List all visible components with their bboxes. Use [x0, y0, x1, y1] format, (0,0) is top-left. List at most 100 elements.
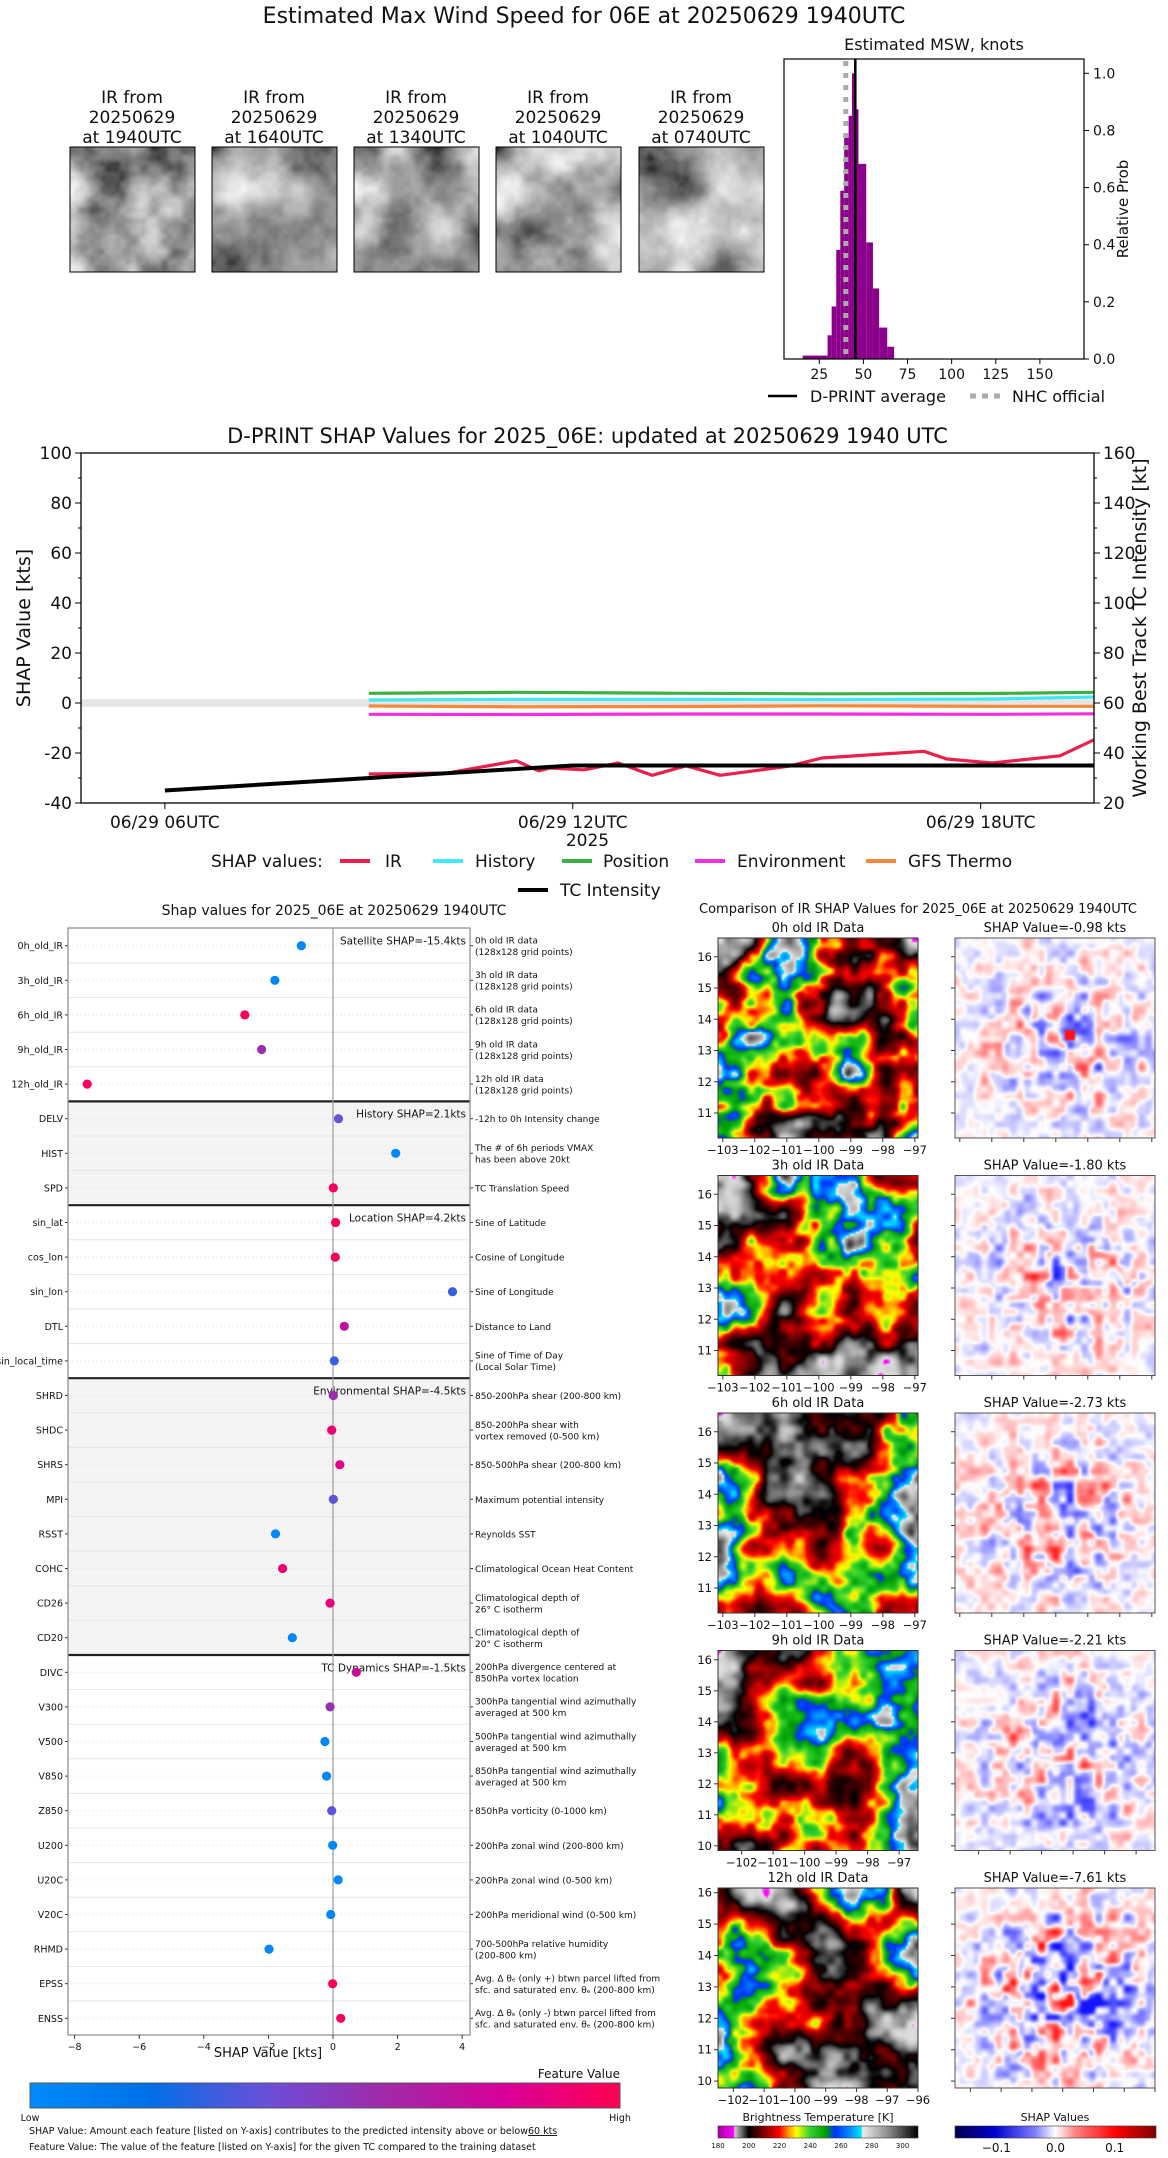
group-shap-annotation: Environmental SHAP=-4.5kts — [313, 1386, 466, 1398]
feature-description: (128x128 grid points) — [475, 1017, 573, 1027]
feature-value-colorbar — [29, 2082, 621, 2109]
feature-label: DTL — [45, 1322, 64, 1333]
shap-map-4 — [955, 1888, 1155, 2088]
thumb-line: at 1640UTC — [224, 128, 324, 148]
histogram-bar — [836, 249, 841, 359]
ir-panel-title: 6h old IR Data — [772, 1396, 865, 1411]
feature-description: (128x128 grid points) — [475, 1086, 573, 1096]
x-tick-label: −99 — [824, 1856, 848, 1870]
footer-feature-definition: Feature Value: The value of the feature … — [29, 2142, 536, 2153]
feature-label: 12h_old_IR — [12, 1080, 64, 1091]
shap-dot-cos_lon — [330, 1252, 340, 1262]
y-tick-label: 100 — [40, 444, 72, 464]
feature-description: vortex removed (0-500 km) — [475, 1432, 599, 1442]
x-tick-label: −99 — [839, 1143, 863, 1157]
feature-description: averaged at 500 km — [475, 1744, 566, 1754]
series-line-position — [368, 690, 1095, 696]
feature-description: 850-200hPa shear (200-800 km) — [475, 1392, 621, 1402]
y-axis-label: SHAP Value [kts] — [13, 549, 35, 707]
x-tick-label: −103 — [707, 1143, 739, 1157]
shap-dot-DELV — [333, 1114, 344, 1124]
feature-description: 500hPa tangential wind azimuthally — [475, 1732, 637, 1742]
y-right-tick-label: 100 — [1103, 594, 1135, 614]
feature-description: averaged at 500 km — [475, 1778, 566, 1788]
shap-dot-V500 — [320, 1736, 330, 1747]
feature-description: sfc. and saturated env. θₑ (200-800 km) — [475, 2021, 655, 2031]
feature-description: 9h old IR data — [475, 1040, 538, 1050]
feature-description: The # of 6h periods VMAX — [474, 1144, 593, 1154]
y-tick-label: 12 — [697, 1312, 712, 1326]
ir-image-frame — [717, 937, 919, 1139]
feature-description: Sine of Longitude — [475, 1288, 554, 1298]
ir-image-2 — [718, 1413, 918, 1613]
shap-tick-label: −0.1 — [982, 2141, 1011, 2155]
ir-thumbnail-image — [639, 147, 764, 272]
legend-average-label: D-PRINT average — [810, 387, 946, 406]
histogram-bar — [831, 306, 837, 359]
x-tick-label: −103 — [707, 1618, 739, 1632]
shap-dot-V300 — [325, 1702, 335, 1712]
histogram-bar — [879, 327, 888, 359]
y-right-tick-label: 40 — [1103, 744, 1125, 764]
y-tick-label: 14 — [697, 1012, 712, 1026]
y-tick-label: 12 — [697, 1075, 712, 1089]
timeline-title: D-PRINT SHAP Values for 2025_06E: update… — [227, 424, 948, 449]
shap-dot-U200 — [328, 1840, 338, 1850]
group-shap-annotation: Location SHAP=4.2kts — [349, 1213, 466, 1225]
thumbnail-label-2: IR from 20250629 at 1340UTC — [346, 88, 486, 148]
y-tick-label: 15 — [697, 1219, 712, 1233]
shap-values-colorbar — [954, 2125, 1157, 2139]
y-tick-label: 80 — [50, 494, 72, 514]
x-tick-label: −100 — [803, 1143, 835, 1157]
bt-tick-label: 240 — [804, 2142, 817, 2150]
y-right-tick-label: 60 — [1103, 694, 1125, 714]
feature-label: V850 — [38, 1772, 63, 1783]
feature-description: has been above 20kt — [475, 1156, 570, 1166]
y-tick-label: 13 — [697, 1281, 712, 1295]
feature-description: 6h old IR data — [475, 1006, 538, 1016]
feature-description: Sine of Latitude — [475, 1219, 546, 1229]
x-tick-label: 2 — [395, 2042, 401, 2053]
feature-label: U200 — [38, 1841, 63, 1852]
feature-label: sin_lat — [32, 1218, 63, 1229]
bt-tick-label: 220 — [773, 2142, 786, 2150]
y-tick-label: 11 — [697, 1344, 712, 1358]
feature-description: 20° C isotherm — [475, 1640, 543, 1650]
feature-description: Avg. Δ θₑ (only +) btwn parcel lifted fr… — [475, 1974, 660, 1984]
x-tick-label: −102 — [739, 1143, 771, 1157]
feature-description: 3h old IR data — [475, 971, 538, 981]
x-tick-label: −98 — [871, 1618, 895, 1632]
feature-description: Reynolds SST — [475, 1530, 536, 1540]
feature-description: (200-800 km) — [475, 1951, 536, 1961]
legend-label: Environment — [737, 852, 846, 872]
x-tick-label: −6 — [132, 2042, 146, 2053]
shap-panel-title: SHAP Value=-2.73 kts — [984, 1396, 1127, 1411]
feature-label: V20C — [38, 1910, 64, 1921]
series-line-gfs-thermo — [368, 704, 1094, 709]
ir-thumbnail-image — [70, 147, 195, 272]
y-tick-label: 10 — [697, 2074, 712, 2088]
feature-description: Sine of Time of Day — [475, 1352, 564, 1362]
feature-label: RHMD — [34, 1945, 63, 1956]
legend-label: Position — [603, 852, 669, 872]
feature-description: 850hPa tangential wind azimuthally — [475, 1767, 637, 1777]
thumb-line: IR from — [101, 88, 163, 108]
y-tick-label: 15 — [697, 981, 712, 995]
feature-description: Distance to Land — [475, 1323, 551, 1333]
shap-dot-CD20 — [287, 1633, 297, 1643]
x-tick-label: −97 — [903, 1381, 927, 1395]
shap-dot-SHDC — [327, 1425, 337, 1435]
legend-title: SHAP values: — [211, 852, 323, 872]
feature-description: 200hPa divergence centered at — [475, 1663, 617, 1673]
shap-dot-U20C — [333, 1875, 343, 1885]
y-tick-label: 14 — [697, 1250, 712, 1264]
y-tick-label: 13 — [697, 1519, 712, 1533]
shap-dot-COHC — [278, 1563, 288, 1574]
y-tick-label: 14 — [697, 1949, 712, 1963]
footer-shap-definition: SHAP Value: Amount each feature [listed … — [29, 2126, 528, 2137]
x-tick-label: −102 — [726, 1856, 758, 1870]
shap-dot-DTL — [339, 1321, 349, 1331]
series-line-tc-intensity — [164, 763, 1094, 793]
thumbnail-label-0: IR from 20250629 at 1940UTC — [62, 88, 202, 148]
thumb-line: 20250629 — [88, 108, 176, 128]
